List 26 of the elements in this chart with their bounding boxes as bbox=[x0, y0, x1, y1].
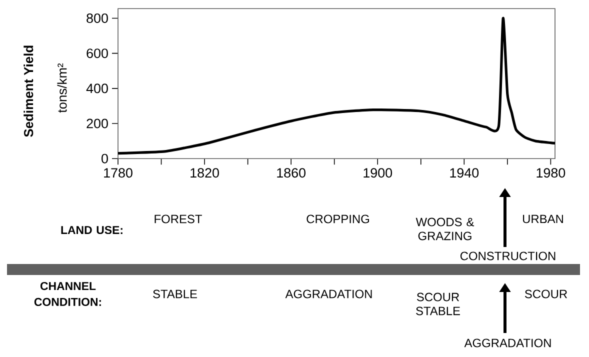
text: AGGRADATION bbox=[285, 290, 372, 298]
text: tons/km² bbox=[57, 63, 67, 113]
y-tick-label: 400 bbox=[86, 84, 108, 94]
x-tick-label: 1900 bbox=[364, 168, 392, 178]
text: CHANNEL CONDITION: bbox=[34, 282, 101, 306]
x-tick-label: 1820 bbox=[190, 168, 219, 178]
y-tick-label: 800 bbox=[86, 13, 108, 23]
text: SCOUR bbox=[524, 290, 568, 298]
line-series bbox=[116, 16, 556, 155]
x-tick-label: 1860 bbox=[277, 168, 306, 178]
text: URBAN bbox=[523, 214, 563, 224]
text: CONSTRUCTION bbox=[460, 252, 556, 260]
y-tick-label: 0 bbox=[102, 154, 108, 164]
y-tick-label: 200 bbox=[86, 118, 108, 128]
x-tick-label: 1940 bbox=[450, 168, 479, 178]
text: STABLE bbox=[153, 290, 197, 298]
x-tick-label: 1780 bbox=[104, 168, 132, 178]
y-tick-label: 600 bbox=[86, 48, 108, 58]
text: LAND USE: bbox=[61, 226, 122, 234]
text: SCOUR STABLE bbox=[416, 292, 460, 316]
text: CROPPING bbox=[306, 214, 369, 224]
y-axis-title: Sediment Yield bbox=[24, 46, 34, 137]
text: WOODS & GRAZING bbox=[416, 218, 474, 240]
x-tick-label: 1980 bbox=[536, 168, 566, 178]
text: FOREST bbox=[154, 214, 202, 224]
text: AGGRADATION bbox=[464, 338, 551, 348]
